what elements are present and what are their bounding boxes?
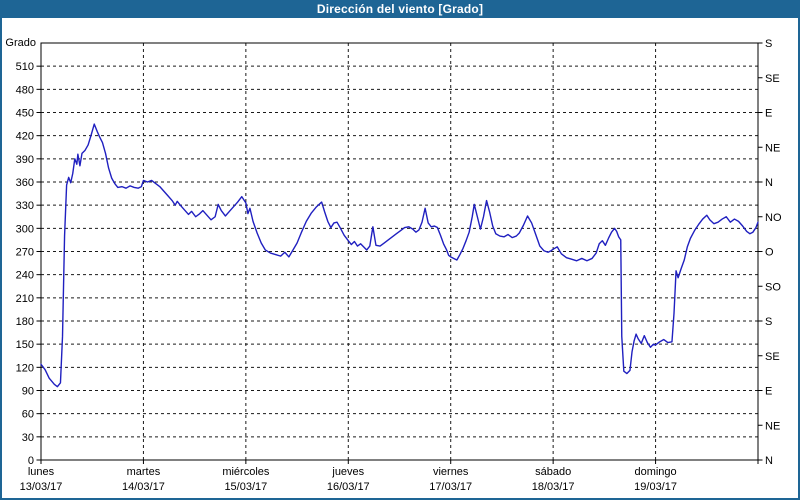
compass-label: S [765,38,772,50]
y-tick-label: 270 [16,247,34,259]
compass-label: SO [765,281,781,293]
day-name-label: miércoles [222,466,270,478]
compass-label: N [765,177,773,189]
day-date-label: 15/03/17 [224,481,267,493]
day-name-label: jueves [331,466,364,478]
compass-label: SE [765,73,780,85]
y-tick-label: 60 [22,409,34,421]
day-date-label: 18/03/17 [532,481,575,493]
window-title: Dirección del viento [Grado] [316,2,484,16]
compass-label: NE [765,420,780,432]
y-axis-title: Grado [5,37,36,49]
compass-label: O [765,247,774,259]
y-tick-label: 510 [16,61,34,73]
day-date-label: 19/03/17 [634,481,677,493]
compass-label: S [765,316,772,328]
day-name-label: domingo [634,466,676,478]
y-tick-label: 450 [16,108,34,120]
y-tick-label: 0 [28,455,34,467]
y-tick-label: 300 [16,223,34,235]
y-tick-label: 330 [16,200,34,212]
y-tick-label: 90 [22,386,34,398]
compass-label: E [765,386,772,398]
y-tick-label: 360 [16,177,34,189]
day-date-label: 16/03/17 [327,481,370,493]
day-name-label: lunes [28,466,55,478]
day-name-label: sábado [535,466,571,478]
day-date-label: 14/03/17 [122,481,165,493]
wind-direction-line [40,123,759,388]
compass-label: E [765,108,772,120]
y-tick-label: 210 [16,293,34,305]
y-tick-label: 390 [16,154,34,166]
compass-label: NO [765,212,782,224]
y-tick-label: 180 [16,316,34,328]
y-tick-label: 150 [16,339,34,351]
y-tick-label: 240 [16,270,34,282]
y-tick-label: 120 [16,362,34,374]
compass-label: SE [765,351,780,363]
compass-label: NE [765,142,780,154]
day-name-label: martes [127,466,161,478]
day-date-label: 17/03/17 [429,481,472,493]
day-date-label: 13/03/17 [20,481,63,493]
y-tick-label: 30 [22,432,34,444]
y-tick-label: 480 [16,84,34,96]
day-name-label: viernes [433,466,469,478]
plot-frame [40,42,759,461]
window-title-bar: Dirección del viento [Grado] [0,0,800,18]
y-tick-label: 420 [16,131,34,143]
compass-label: N [765,455,773,467]
